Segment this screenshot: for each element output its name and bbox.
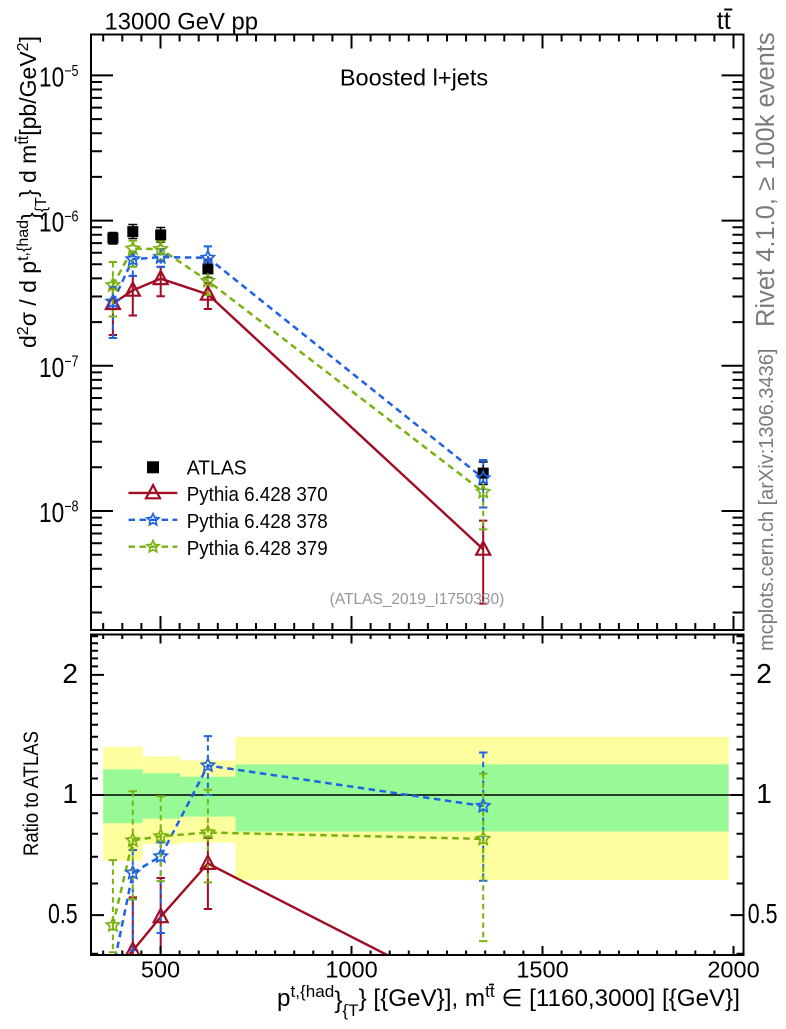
svg-text:1: 1 (756, 778, 772, 809)
svg-text:2: 2 (62, 658, 78, 689)
svg-text:2000: 2000 (707, 957, 759, 983)
svg-text:2: 2 (756, 658, 772, 689)
svg-text:mcplots.cern.ch [arXiv:1306.34: mcplots.cern.ch [arXiv:1306.3436] (756, 349, 778, 651)
svg-text:0.5: 0.5 (748, 898, 778, 929)
svg-text:ATLAS: ATLAS (187, 458, 247, 480)
svg-text:1: 1 (62, 778, 78, 809)
svg-text:Boosted l+jets: Boosted l+jets (340, 64, 488, 90)
svg-text:Pythia 6.428 378: Pythia 6.428 378 (187, 511, 328, 533)
svg-text:(ATLAS_2019_I1750330): (ATLAS_2019_I1750330) (330, 591, 505, 608)
svg-text:Pythia 6.428 379: Pythia 6.428 379 (187, 538, 328, 560)
svg-text:0.5: 0.5 (48, 898, 78, 929)
svg-text:13000 GeV pp: 13000 GeV pp (105, 9, 258, 36)
svg-text:1000: 1000 (325, 957, 377, 983)
svg-text:Ratio to ATLAS: Ratio to ATLAS (20, 731, 43, 856)
svg-text:Pythia 6.428 370: Pythia 6.428 370 (187, 484, 328, 506)
svg-text:Rivet 4.1.0, ≥ 100k events: Rivet 4.1.0, ≥ 100k events (752, 32, 780, 327)
svg-text:tt: tt (717, 7, 731, 35)
svg-text:1500: 1500 (516, 957, 568, 983)
svg-text:500: 500 (141, 957, 180, 983)
